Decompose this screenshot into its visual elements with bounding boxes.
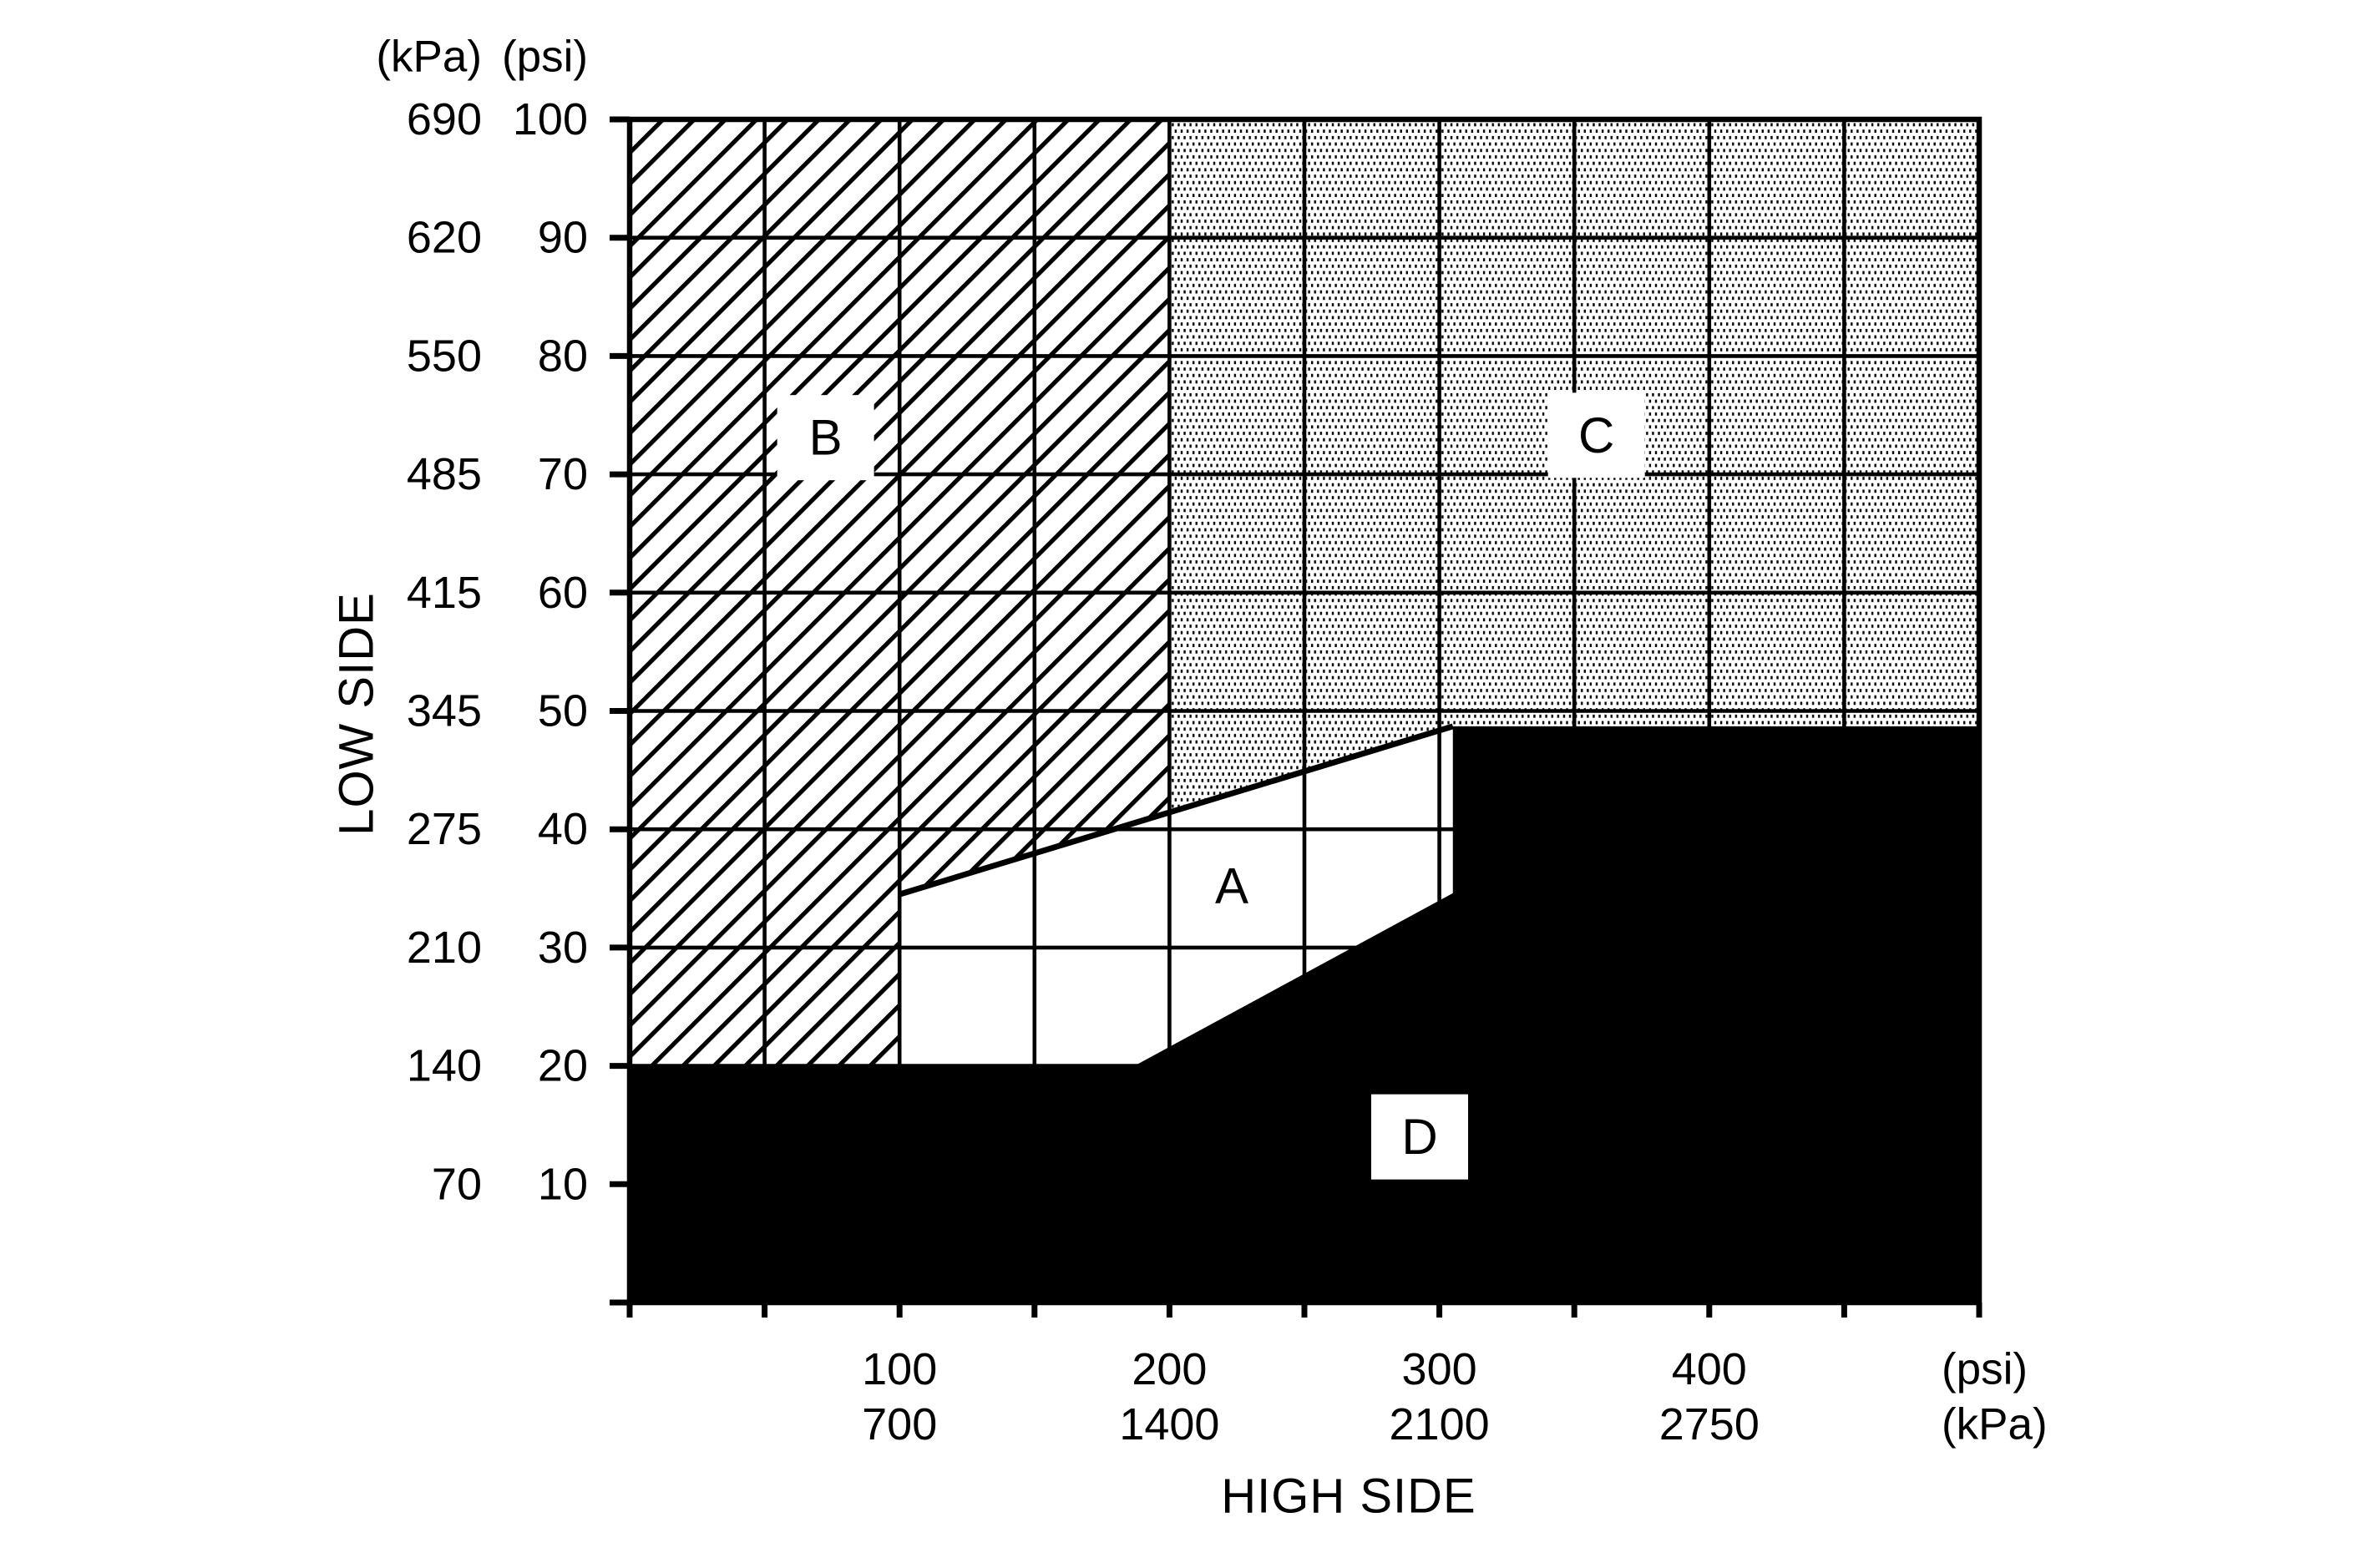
layer-region-boundary bbox=[899, 723, 1454, 898]
region-label-A: A bbox=[1215, 858, 1248, 914]
x-label-kpa-1400: 1400 bbox=[1119, 1399, 1219, 1449]
region-D-area bbox=[630, 726, 1979, 1303]
region-label-box-D bbox=[1371, 1094, 1469, 1180]
y-label-kpa-485: 485 bbox=[407, 449, 482, 499]
layer-region-letters: B C A D bbox=[777, 392, 1645, 1180]
x-label-kpa-2750: 2750 bbox=[1659, 1399, 1760, 1449]
x-axis-title: HIGH SIDE bbox=[1221, 1469, 1476, 1524]
y-label-psi-60: 60 bbox=[538, 568, 588, 618]
y-label-psi-50: 50 bbox=[538, 686, 588, 736]
y-label-kpa-210: 210 bbox=[407, 923, 482, 973]
region-label-C: C bbox=[1578, 407, 1614, 463]
region-label-box-C bbox=[1547, 392, 1645, 478]
x-axis-unit-kpa: (kPa) bbox=[1942, 1400, 2048, 1449]
y-label-kpa-415: 415 bbox=[407, 568, 482, 618]
y-label-kpa-550: 550 bbox=[407, 331, 482, 381]
layer-ticks bbox=[610, 116, 1982, 1318]
y-label-kpa-620: 620 bbox=[407, 213, 482, 263]
y-label-psi-90: 90 bbox=[538, 213, 588, 263]
x-label-kpa-2100: 2100 bbox=[1390, 1399, 1490, 1449]
layer-axis-labels: 690 100 620 90 550 80 485 70 415 60 345 50 275 40 210 3… bbox=[407, 94, 1760, 1449]
region-label-B: B bbox=[809, 410, 843, 466]
x-label-psi-300: 300 bbox=[1402, 1344, 1477, 1394]
y-axis-unit-kpa: (kPa) bbox=[376, 33, 482, 82]
region-A-area bbox=[899, 726, 1453, 1066]
x-label-psi-400: 400 bbox=[1672, 1344, 1747, 1394]
y-label-psi-70: 70 bbox=[538, 449, 588, 499]
y-label-kpa-690: 690 bbox=[407, 94, 482, 144]
y-label-psi-80: 80 bbox=[538, 331, 588, 381]
y-label-kpa-275: 275 bbox=[407, 804, 482, 854]
x-axis-unit-psi: (psi) bbox=[1942, 1345, 2028, 1394]
y-label-kpa-70: 70 bbox=[432, 1159, 482, 1209]
y-label-kpa-345: 345 bbox=[407, 686, 482, 736]
y-label-kpa-140: 140 bbox=[407, 1041, 482, 1091]
y-label-psi-30: 30 bbox=[538, 923, 588, 973]
y-axis-unit-psi: (psi) bbox=[502, 33, 588, 82]
y-axis-title: LOW SIDE bbox=[330, 592, 384, 836]
x-label-psi-100: 100 bbox=[862, 1344, 937, 1394]
y-label-psi-100: 100 bbox=[513, 94, 588, 144]
y-label-psi-10: 10 bbox=[538, 1159, 588, 1209]
y-label-psi-20: 20 bbox=[538, 1041, 588, 1091]
x-label-kpa-700: 700 bbox=[862, 1399, 937, 1449]
x-label-psi-200: 200 bbox=[1132, 1344, 1207, 1394]
layer-black-region bbox=[630, 726, 1979, 1303]
zone-boundary-diagonal bbox=[899, 723, 1454, 898]
region-label-box-B bbox=[777, 395, 874, 481]
y-label-psi-40: 40 bbox=[538, 804, 588, 854]
region-label-D: D bbox=[1401, 1109, 1437, 1165]
